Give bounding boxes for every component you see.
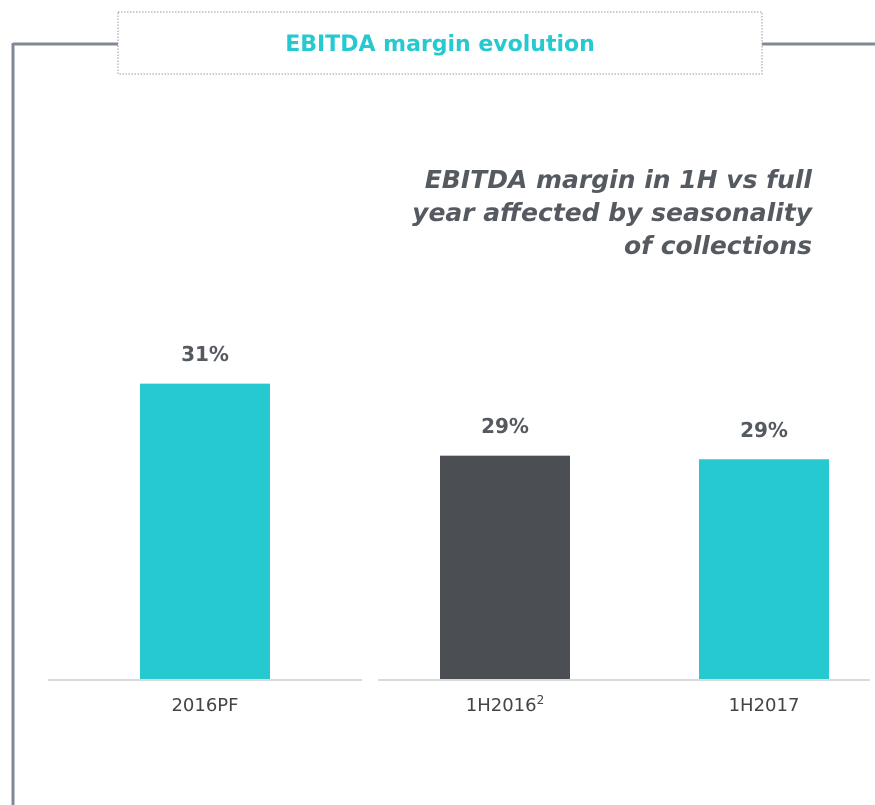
value-label: 29% [740,418,788,442]
annotation: of collections [624,231,812,260]
bar [140,383,270,679]
category-text: 2016PF [171,695,238,716]
bar [699,459,829,679]
chart-title: EBITDA margin evolution [285,32,595,57]
bar [440,455,570,679]
x-tick-label: 2016PF [171,695,238,716]
x-tick-label: 1H20162 [466,693,544,717]
x-tick-label: 1H2017 [729,695,800,716]
value-label: 29% [481,414,529,438]
annotation: EBITDA margin in 1H vs full [425,165,813,194]
category-text: 1H2017 [729,695,800,716]
title-box [117,11,763,75]
footnote-marker: 2 [537,693,545,707]
category-text: 1H2016 [466,695,537,716]
value-label: 31% [181,342,229,366]
annotation: year affected by seasonality [412,198,814,227]
